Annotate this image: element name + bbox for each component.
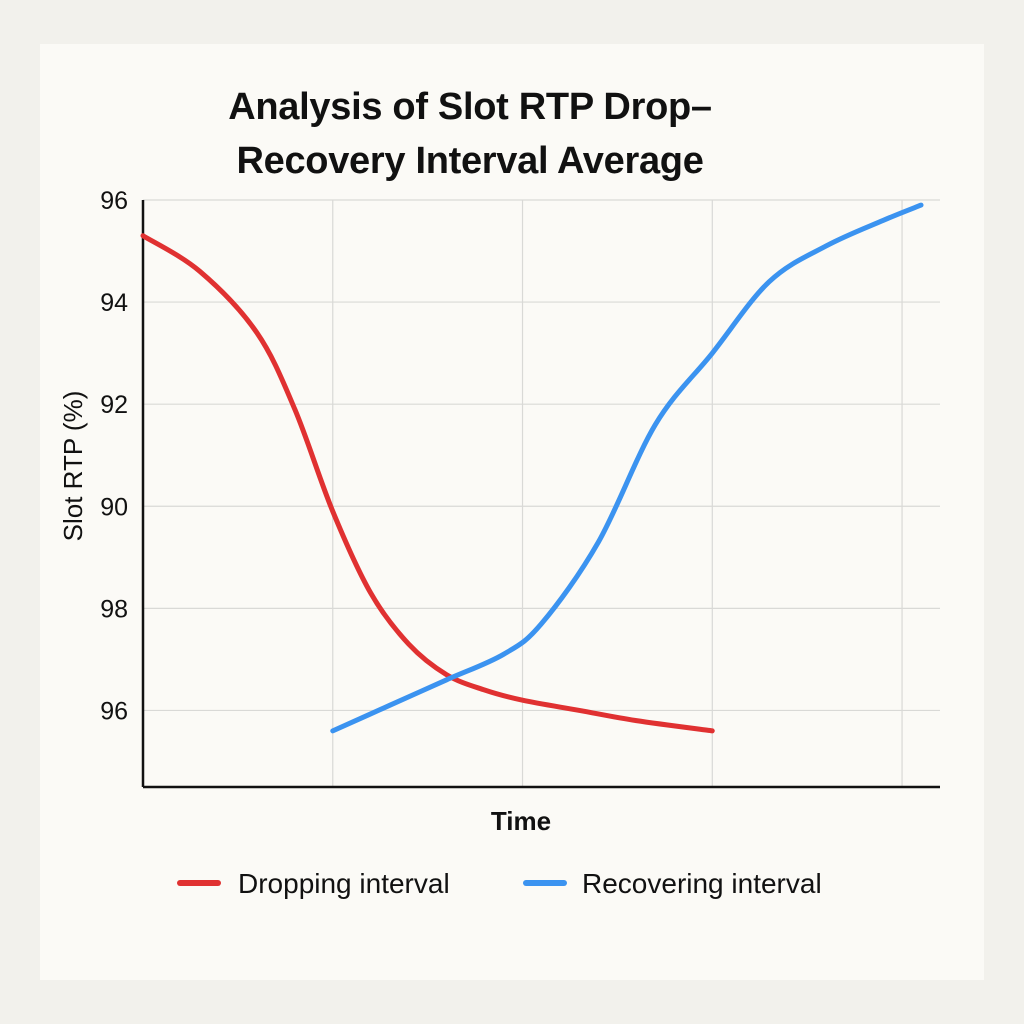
y-axis-title: Slot RTP (%) (58, 391, 88, 542)
grid (143, 199, 940, 787)
chart-title-line-1: Analysis of Slot RTP Drop– (228, 86, 712, 128)
y-tick-label-4: 98 (100, 595, 128, 623)
x-axis-title: Time (491, 806, 551, 836)
y-tick-label-1: 94 (100, 289, 128, 317)
chart-title: Analysis of Slot RTP Drop– Recovery Inte… (150, 80, 790, 188)
legend-label-0: Dropping interval (238, 868, 450, 899)
series-line-0 (140, 233, 715, 734)
y-tick-label-3: 90 (100, 493, 128, 521)
y-tick-label-0: 96 (100, 187, 128, 215)
legend-label-1: Recovering interval (582, 868, 822, 899)
axes (141, 200, 940, 789)
series-line-1 (330, 202, 924, 734)
legend: Dropping interval Recovering interval (177, 868, 822, 899)
y-tick-label-5: 96 (100, 697, 128, 725)
y-tick-label-2: 92 (100, 391, 128, 419)
y-tick-labels: 96 94 92 90 98 96 (100, 187, 128, 725)
chart-title-line-2: Recovery Interval Average (236, 140, 704, 182)
series-lines (140, 202, 924, 734)
